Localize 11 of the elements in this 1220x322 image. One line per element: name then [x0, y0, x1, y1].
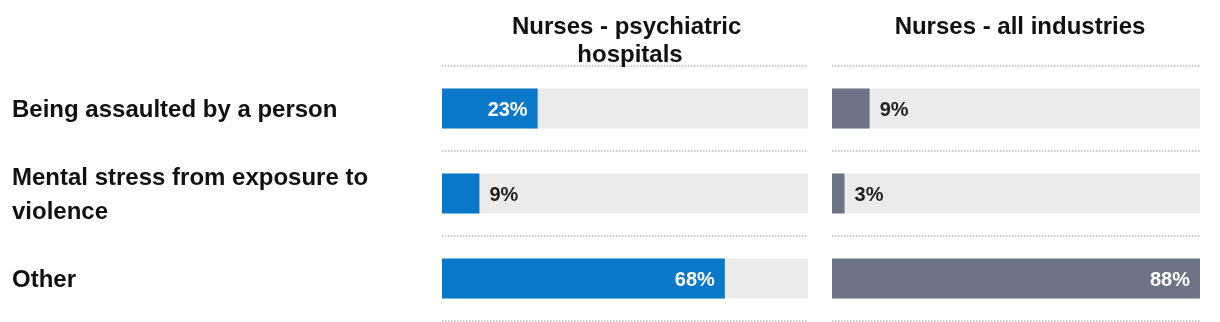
chart-title: Nurses - psychiatric hospitals	[511, 11, 749, 67]
data-label: 3%	[854, 182, 884, 205]
y-tick-label: Other	[12, 265, 77, 292]
data-label: 9%	[879, 97, 909, 120]
data-label: 9%	[489, 182, 519, 205]
y-tick-label: Being assaulted by a person	[12, 95, 338, 122]
data-label: 88%	[1149, 267, 1191, 290]
data-label: 23%	[487, 97, 528, 120]
chart-title: Nurses - all industries	[894, 11, 1146, 39]
y-tick-label: Mental stress from exposure to violence	[12, 163, 375, 224]
data-label: 68%	[674, 267, 716, 290]
